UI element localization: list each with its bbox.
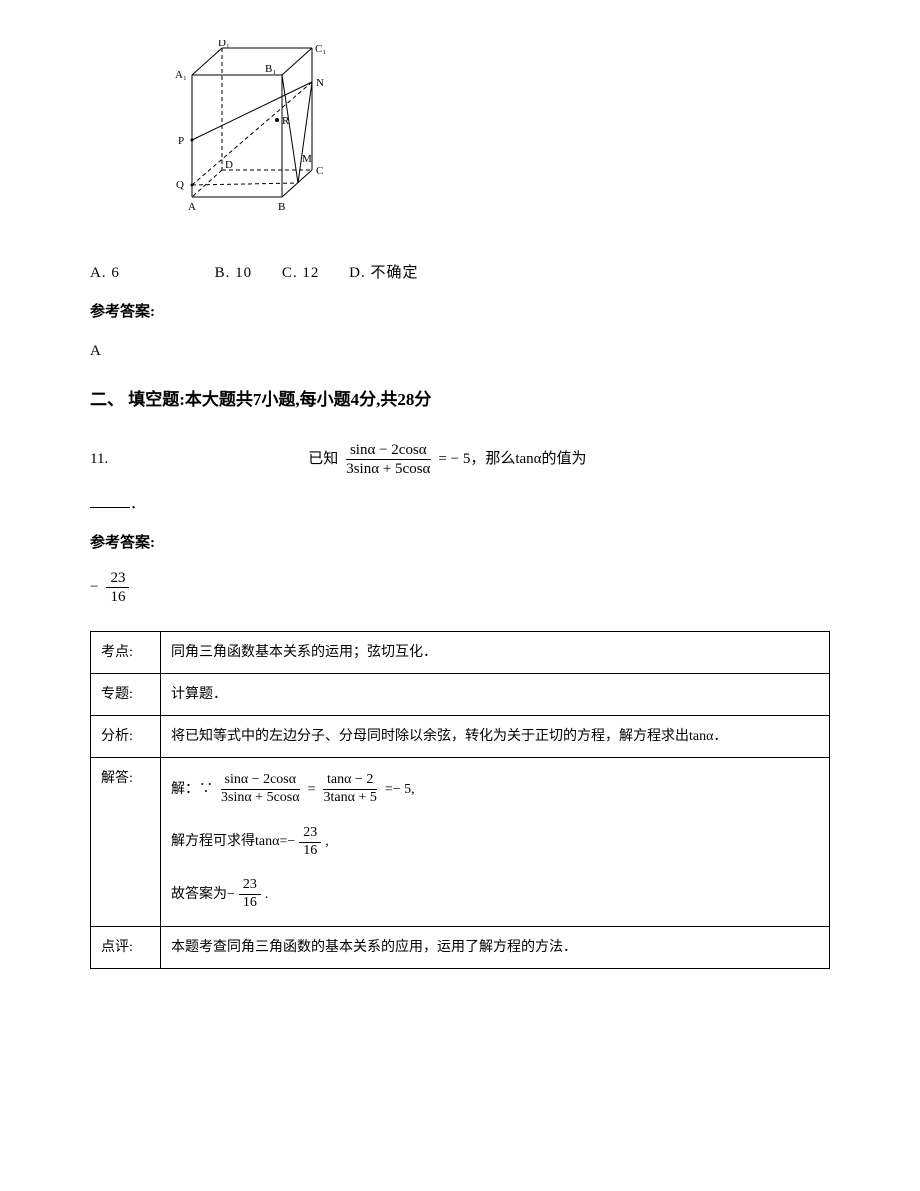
r4-l3-num: 23: [239, 877, 261, 895]
r4-l3-suffix: .: [265, 882, 269, 907]
label-p: P: [178, 135, 184, 147]
option-b: B. 10: [215, 260, 253, 287]
table-row: 解答: 解：∵ sinα − 2cosα 3sinα + 5cosα = tan…: [91, 758, 830, 927]
q11-suffix: ，那么tanα的值为: [470, 446, 586, 473]
cube-diagram: D₁ C₁ A₁ B₁ N R P M D C Q A B: [170, 40, 870, 240]
label-b1: B₁: [265, 63, 276, 75]
label-n: N: [316, 77, 324, 89]
label-c1: C₁: [315, 43, 326, 55]
q11-number: 11.: [90, 446, 108, 473]
label-r: R: [282, 115, 290, 127]
row4-line1: 解：∵ sinα − 2cosα 3sinα + 5cosα = tanα − …: [171, 772, 819, 807]
r4-l3-prefix: 故答案为−: [171, 882, 235, 907]
row1-label: 考点:: [91, 631, 161, 673]
row5-label: 点评:: [91, 926, 161, 968]
r4-f2-den: 3tanα + 5: [319, 790, 380, 807]
row2-text: 计算题．: [161, 673, 830, 715]
label-a: A: [188, 201, 196, 213]
section-2-header: 二、 填空题:本大题共7小题,每小题4分,共28分: [90, 385, 870, 416]
r4-l2-frac: 23 16: [299, 825, 321, 860]
r4-l3-den: 16: [239, 895, 261, 912]
row3-text: 将已知等式中的左边分子、分母同时除以余弦，转化为关于正切的方程，解方程求出tan…: [161, 715, 830, 757]
row4-content: 解：∵ sinα − 2cosα 3sinα + 5cosα = tanα − …: [161, 758, 830, 927]
r4-l2-den: 16: [299, 843, 321, 860]
label-q: Q: [176, 179, 184, 191]
r4-rhs1: =− 5,: [385, 777, 415, 802]
row4-line2: 解方程可求得tanα=− 23 16 ,: [171, 825, 819, 860]
row5-text: 本题考查同角三角函数的基本关系的应用，运用了解方程的方法．: [161, 926, 830, 968]
table-row: 专题: 计算题．: [91, 673, 830, 715]
r4-l2-suffix: ,: [325, 829, 329, 854]
q11-row: 11. 已知 sinα − 2cosα 3sinα + 5cosα = − 5 …: [90, 441, 870, 478]
table-row: 点评: 本题考查同角三角函数的基本关系的应用，运用了解方程的方法．: [91, 926, 830, 968]
solution-table: 考点: 同角三角函数基本关系的运用；弦切互化． 专题: 计算题． 分析: 将已知…: [90, 631, 830, 970]
q11-prefix: 已知: [308, 446, 338, 473]
row4-line3: 故答案为− 23 16 .: [171, 877, 819, 912]
q11-ans-num: 23: [106, 569, 129, 588]
q11-ans-fraction: 23 16: [106, 569, 129, 606]
q10-options: A. 6 B. 10 C. 12 D. 不确定: [90, 260, 870, 287]
q11-answer-frac: − 23 16: [90, 569, 870, 606]
q11-eq-num: sinα − 2cosα: [346, 441, 431, 460]
r4-frac1: sinα − 2cosα 3sinα + 5cosα: [217, 772, 304, 807]
row4-label: 解答:: [91, 758, 161, 927]
table-row: 分析: 将已知等式中的左边分子、分母同时除以余弦，转化为关于正切的方程，解方程求…: [91, 715, 830, 757]
q11-ans-den: 16: [106, 588, 129, 606]
label-m: M: [302, 153, 312, 165]
r4-eq1: =: [308, 777, 316, 802]
q11-rhs: = − 5: [438, 446, 470, 473]
r4-l1-prefix: 解：∵: [171, 777, 213, 802]
blank-underscore: [90, 490, 130, 508]
row2-label: 专题:: [91, 673, 161, 715]
q11-period: ．: [130, 491, 145, 509]
r4-f1-den: 3sinα + 5cosα: [217, 790, 304, 807]
option-c: C. 12: [282, 260, 320, 287]
cube-svg: D₁ C₁ A₁ B₁ N R P M D C Q A B: [170, 40, 350, 230]
label-d: D: [225, 159, 233, 171]
option-d: D. 不确定: [349, 260, 418, 287]
row3-label: 分析:: [91, 715, 161, 757]
table-row: 考点: 同角三角函数基本关系的运用；弦切互化．: [91, 631, 830, 673]
r4-l2-num: 23: [299, 825, 321, 843]
q11-answer-label: 参考答案:: [90, 530, 870, 557]
r4-frac2: tanα − 2 3tanα + 5: [319, 772, 380, 807]
r4-l2-prefix: 解方程可求得tanα=−: [171, 829, 295, 854]
r4-f2-num: tanα − 2: [323, 772, 377, 790]
label-b: B: [278, 201, 285, 213]
label-a1: A₁: [175, 69, 187, 81]
r4-f1-num: sinα − 2cosα: [221, 772, 301, 790]
q11-eq-den: 3sinα + 5cosα: [342, 460, 434, 478]
q11-blank: ．: [90, 490, 870, 518]
q10-answer-label: 参考答案:: [90, 299, 870, 326]
label-c: C: [316, 165, 323, 177]
label-d1: D₁: [218, 40, 230, 49]
q11-fraction: sinα − 2cosα 3sinα + 5cosα: [342, 441, 434, 478]
option-a: A. 6: [90, 260, 120, 287]
row1-text: 同角三角函数基本关系的运用；弦切互化．: [161, 631, 830, 673]
q10-answer: A: [90, 338, 870, 365]
q11-ans-minus: −: [90, 574, 98, 601]
r4-l3-frac: 23 16: [239, 877, 261, 912]
